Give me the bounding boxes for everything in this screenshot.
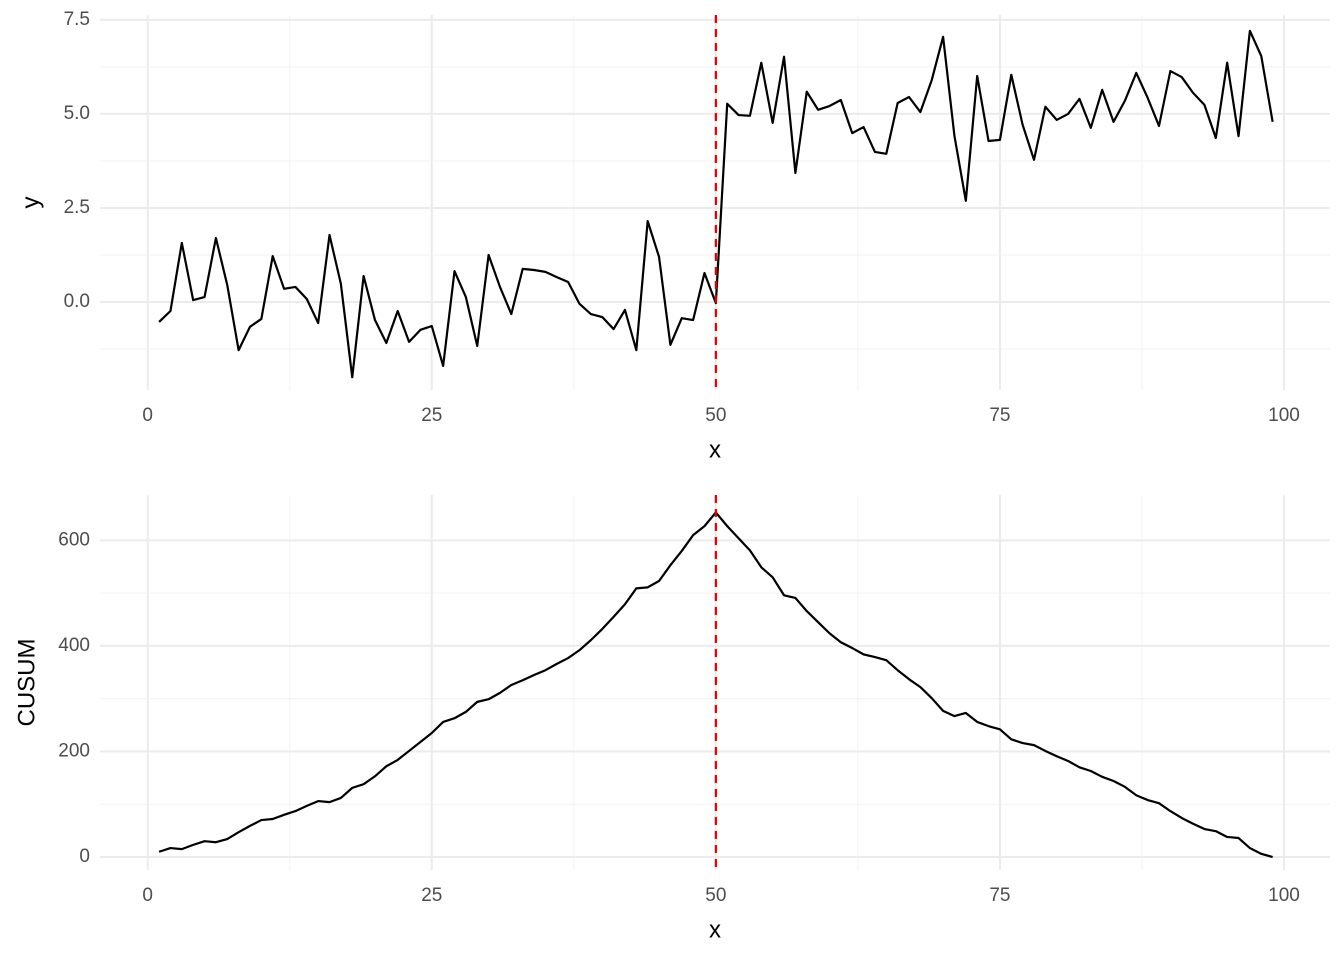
y-tick-label: 0 [79, 846, 90, 867]
y-tick-label: 5.0 [64, 103, 90, 124]
x-tick-label: 25 [421, 885, 442, 906]
y-tick-label: 200 [58, 740, 90, 761]
x-tick-label: 25 [421, 405, 442, 426]
x-tick-label: 75 [989, 885, 1010, 906]
y-tick-label: 400 [58, 635, 90, 656]
x-axis-title: x [709, 436, 721, 463]
x-axis-title: x [709, 916, 721, 943]
x-tick-label: 100 [1268, 885, 1300, 906]
y-tick-label: 0.0 [64, 291, 90, 312]
y-axis-title: y [17, 197, 44, 209]
x-tick-label: 50 [705, 885, 726, 906]
x-tick-label: 100 [1268, 405, 1300, 426]
y-tick-label: 2.5 [64, 197, 90, 218]
data-line [158, 29, 1274, 379]
x-tick-label: 0 [142, 885, 153, 906]
y-tick-label: 7.5 [64, 9, 90, 30]
x-tick-label: 50 [705, 405, 726, 426]
x-tick-label: 75 [989, 405, 1010, 426]
y-tick-label: 600 [58, 529, 90, 550]
y-axis-title: CUSUM [13, 639, 40, 727]
x-tick-label: 0 [142, 405, 153, 426]
